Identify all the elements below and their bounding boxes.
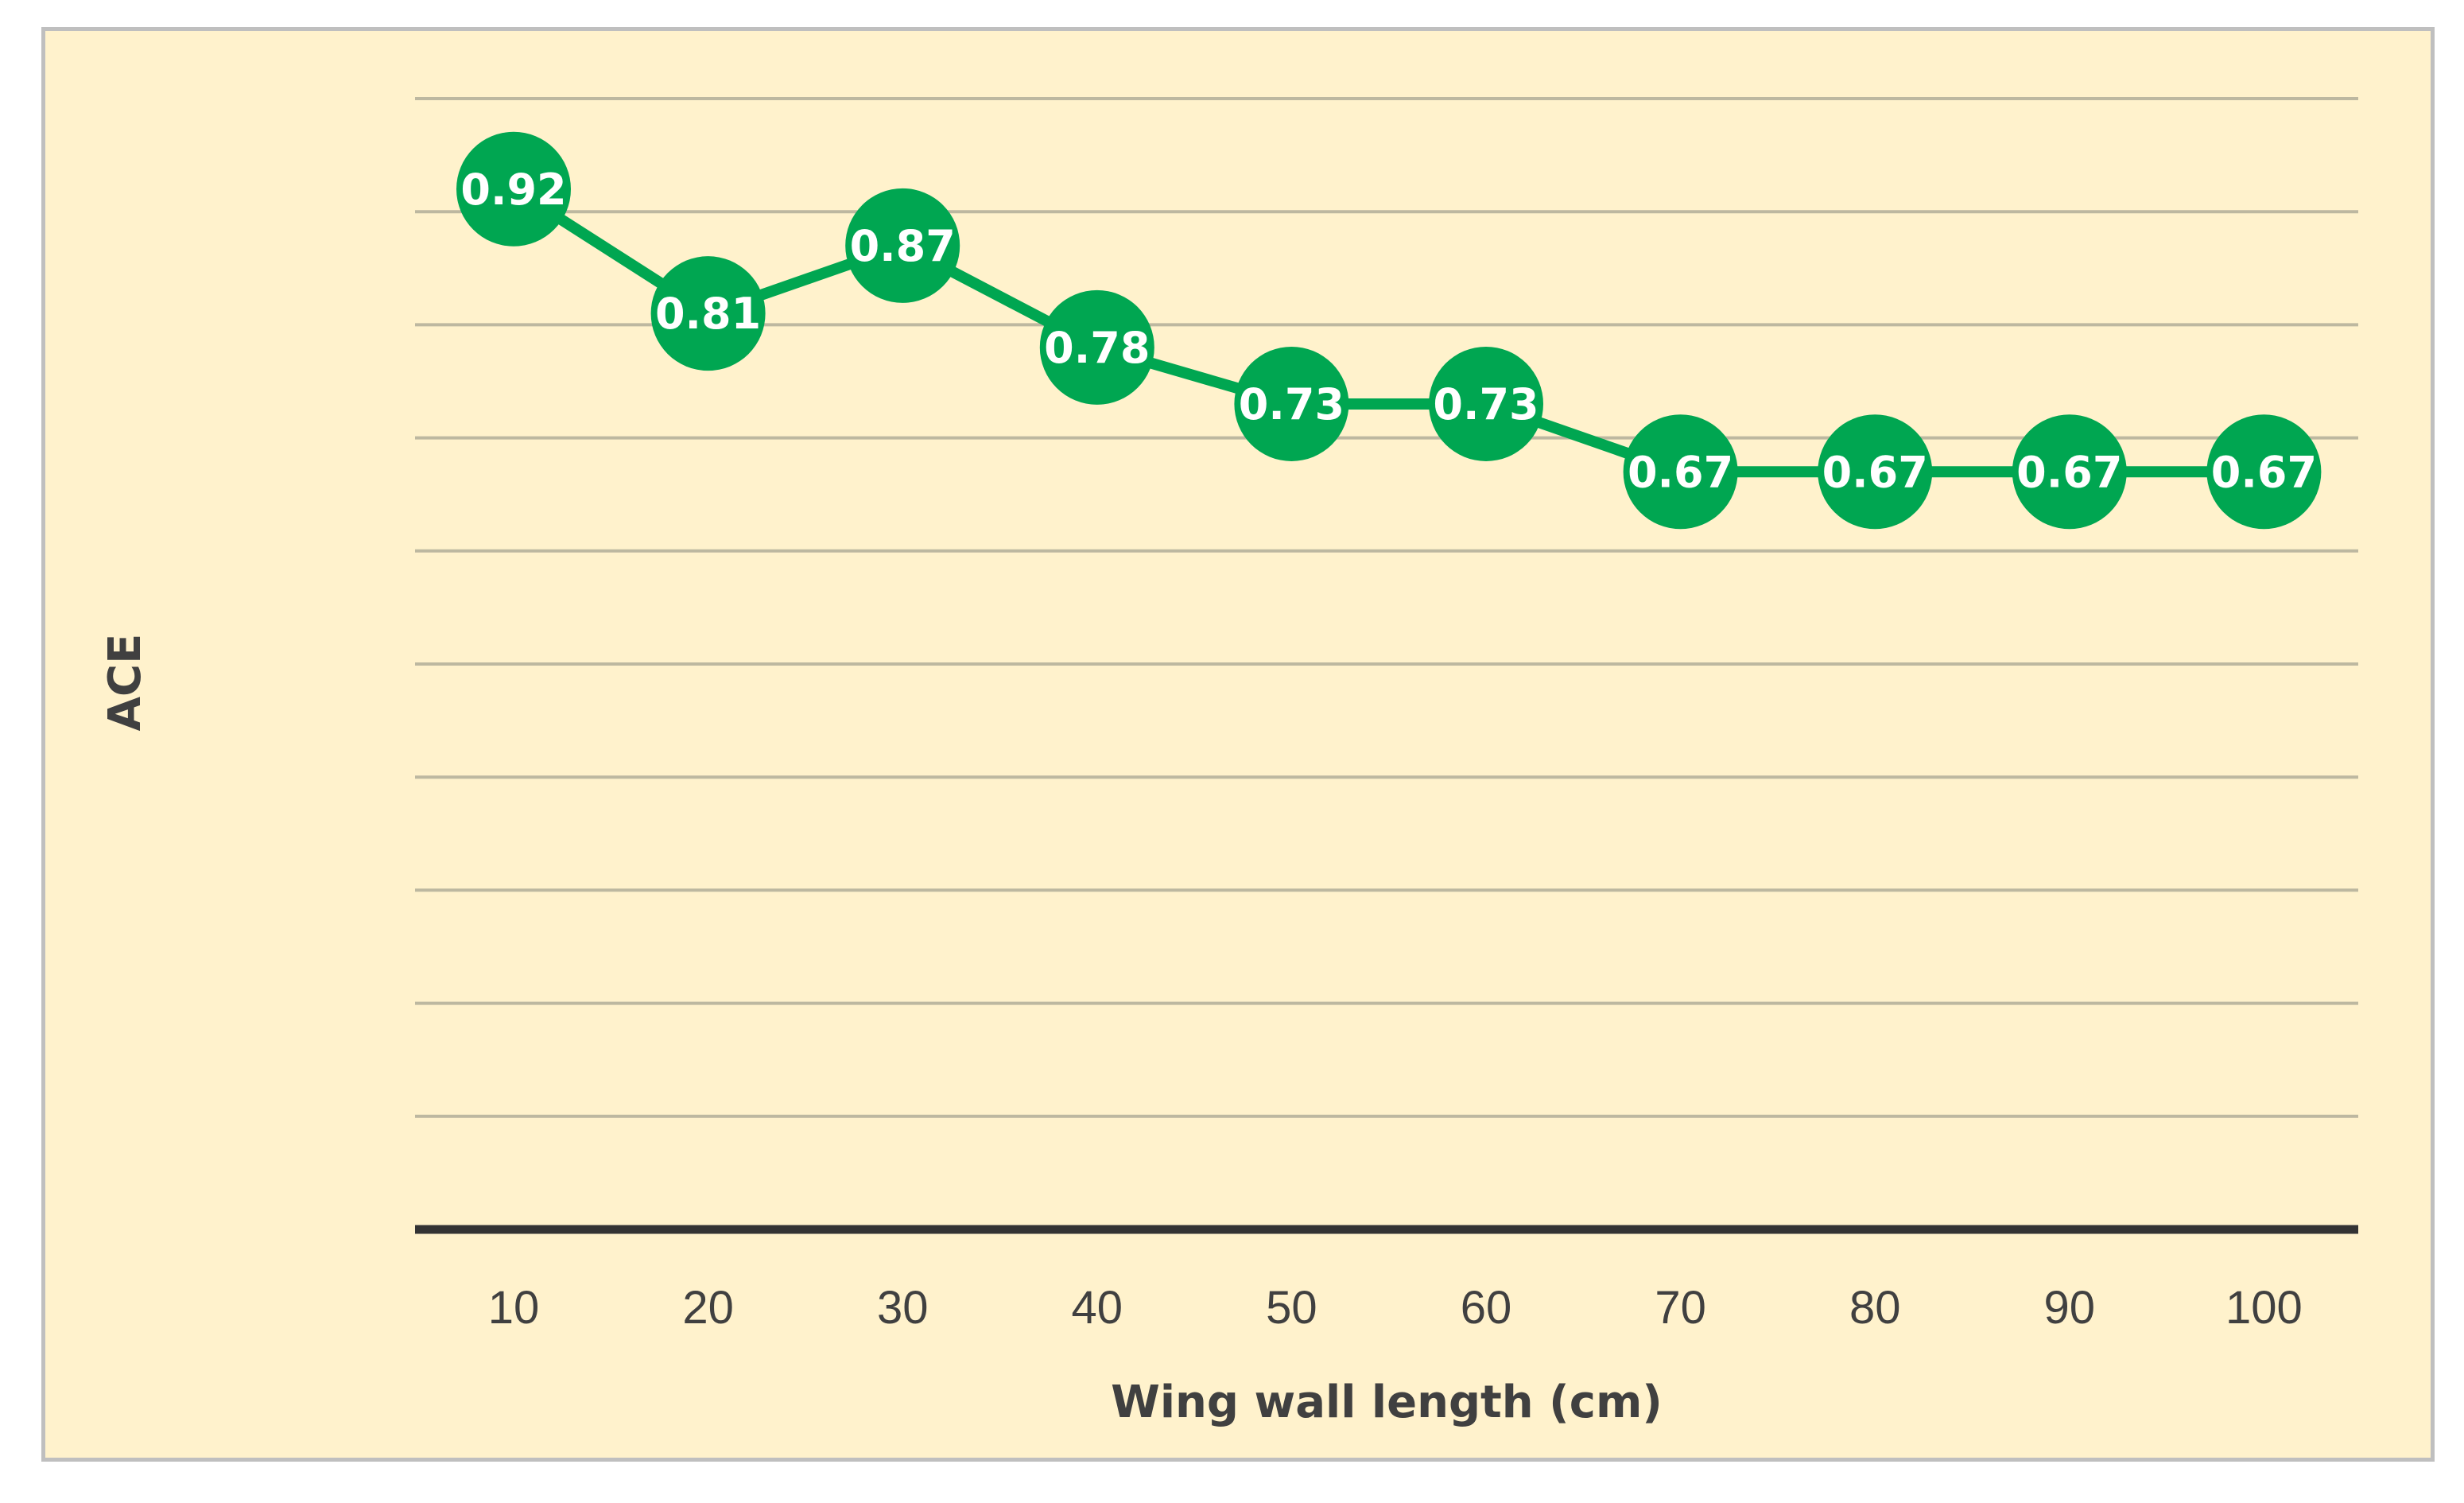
data-label: 0.92 (460, 165, 566, 215)
data-label: 0.81 (655, 289, 761, 339)
chart-area (41, 27, 2435, 1462)
x-tick-label: 40 (1072, 1282, 1123, 1334)
data-point-marker (650, 256, 766, 371)
data-label: 0.67 (2016, 447, 2122, 497)
x-tick-label: 50 (1266, 1282, 1317, 1334)
gridlines (415, 97, 2358, 1118)
x-tick-label: 60 (1461, 1282, 1512, 1334)
x-axis-title: Wing wall length (cm) (1111, 1377, 1663, 1428)
data-label: 0.67 (1628, 447, 1733, 497)
data-label: 0.87 (850, 221, 956, 271)
x-tick-label: 70 (1655, 1282, 1706, 1334)
data-label: 0.73 (1433, 379, 1539, 429)
x-tick-label: 10 (488, 1282, 540, 1334)
x-tick-label: 30 (877, 1282, 929, 1334)
x-tick-label: 20 (682, 1282, 734, 1334)
data-point-marker (845, 188, 960, 303)
data-label: 0.78 (1044, 323, 1150, 373)
series-line (510, 184, 2264, 478)
x-tick-label: 90 (2044, 1282, 2096, 1334)
data-point-marker (1039, 289, 1154, 405)
data-point-marker (1623, 414, 1738, 530)
x-axis-tick-labels: 10 20 30 40 50 60 70 80 90 100 (488, 1282, 2303, 1334)
data-label: 0.73 (1239, 379, 1345, 429)
data-label: 0.67 (2211, 447, 2317, 497)
y-axis-title: ACE (99, 634, 151, 732)
x-tick-label: 100 (2225, 1282, 2303, 1334)
data-point-marker (456, 131, 571, 247)
data-point-marker (2206, 414, 2322, 530)
data-point-marker (1234, 346, 1349, 461)
data-point-marker (2012, 414, 2127, 530)
x-tick-label: 80 (1849, 1282, 1901, 1334)
data-point-marker (1429, 346, 1543, 461)
data-point-marker (1818, 414, 1933, 530)
data-markers: 0.92 0.81 0.87 0.78 0.73 0.73 0.67 0.67 0.67 0.67 (456, 131, 2322, 530)
data-label: 0.67 (1822, 447, 1928, 497)
